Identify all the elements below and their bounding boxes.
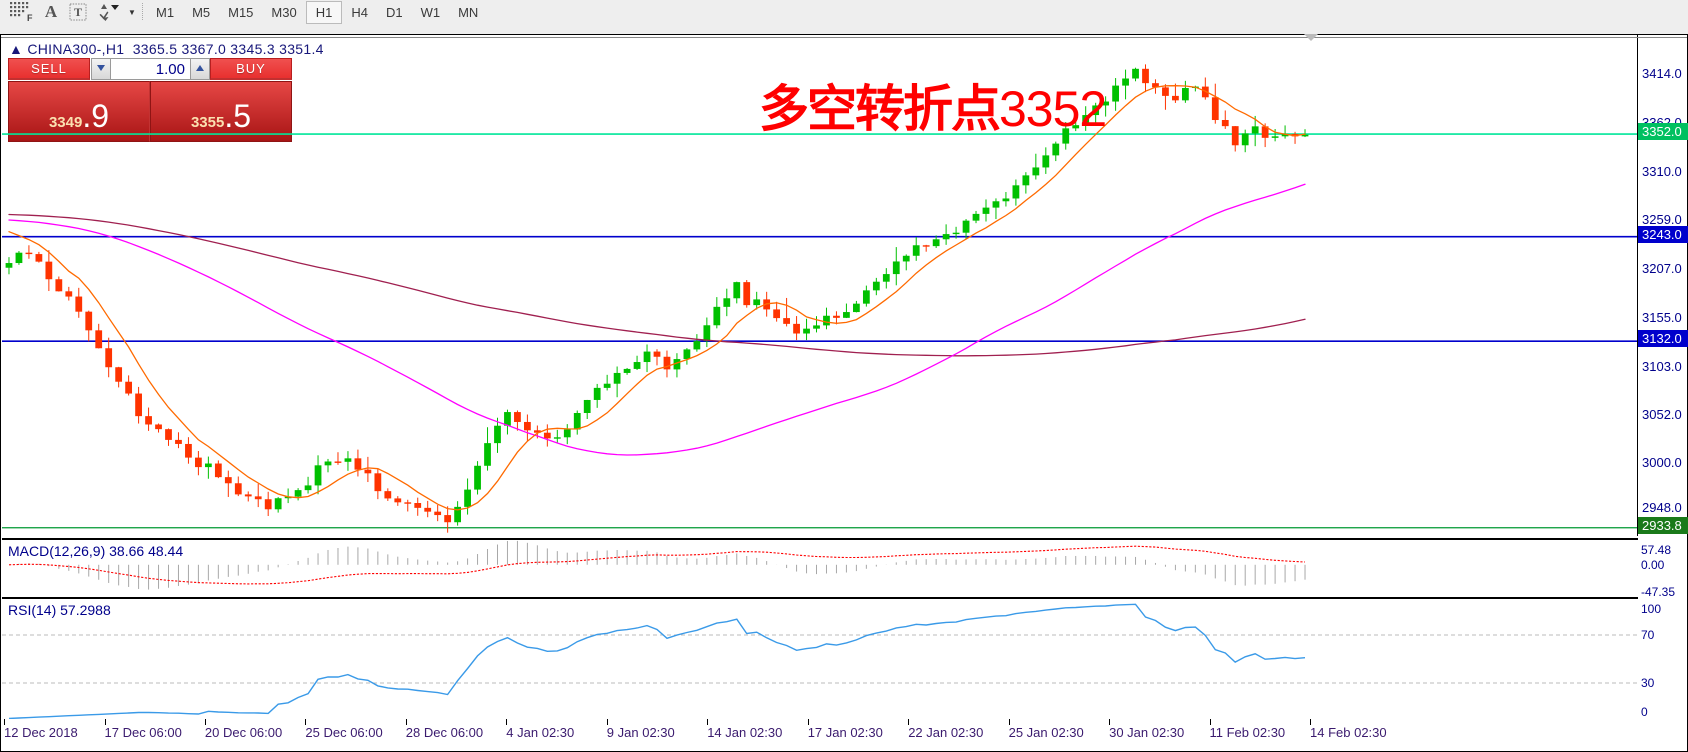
svg-text:F: F [27,13,33,22]
svg-text:T: T [74,5,82,19]
